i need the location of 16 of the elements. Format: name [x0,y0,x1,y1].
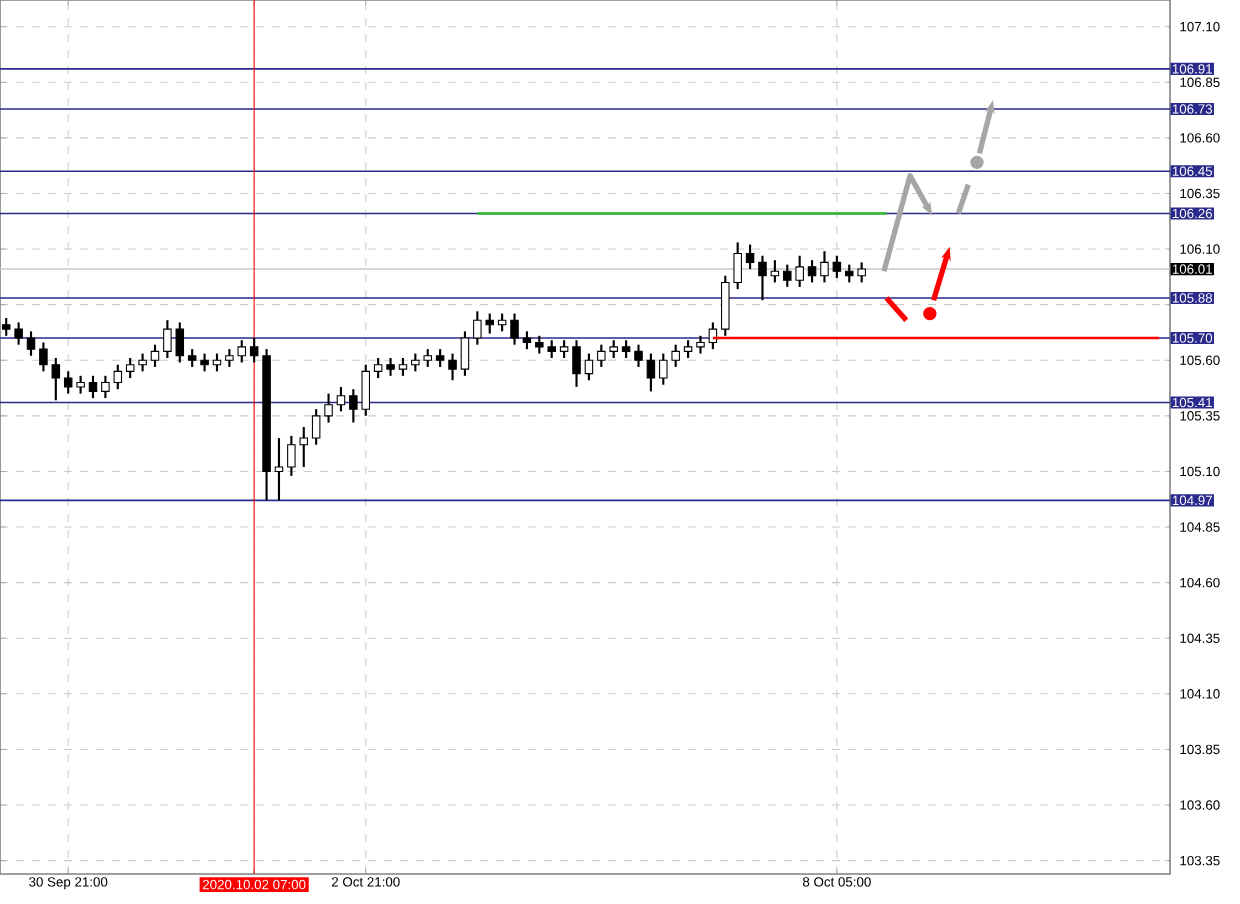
candlestick [696,334,705,355]
candlestick [572,339,581,389]
candlestick [150,343,160,368]
candlestick [460,330,470,377]
candlestick [758,254,767,302]
candlestick [274,437,284,502]
candlestick [745,243,755,271]
candlestick [807,259,817,284]
candlestick [708,321,718,351]
candlestick [584,352,594,382]
candlestick [510,312,519,346]
candlestick [634,343,643,368]
candlestick [26,330,36,357]
candlestick [646,352,656,393]
candlestick [88,374,98,400]
candlestick [336,385,346,413]
